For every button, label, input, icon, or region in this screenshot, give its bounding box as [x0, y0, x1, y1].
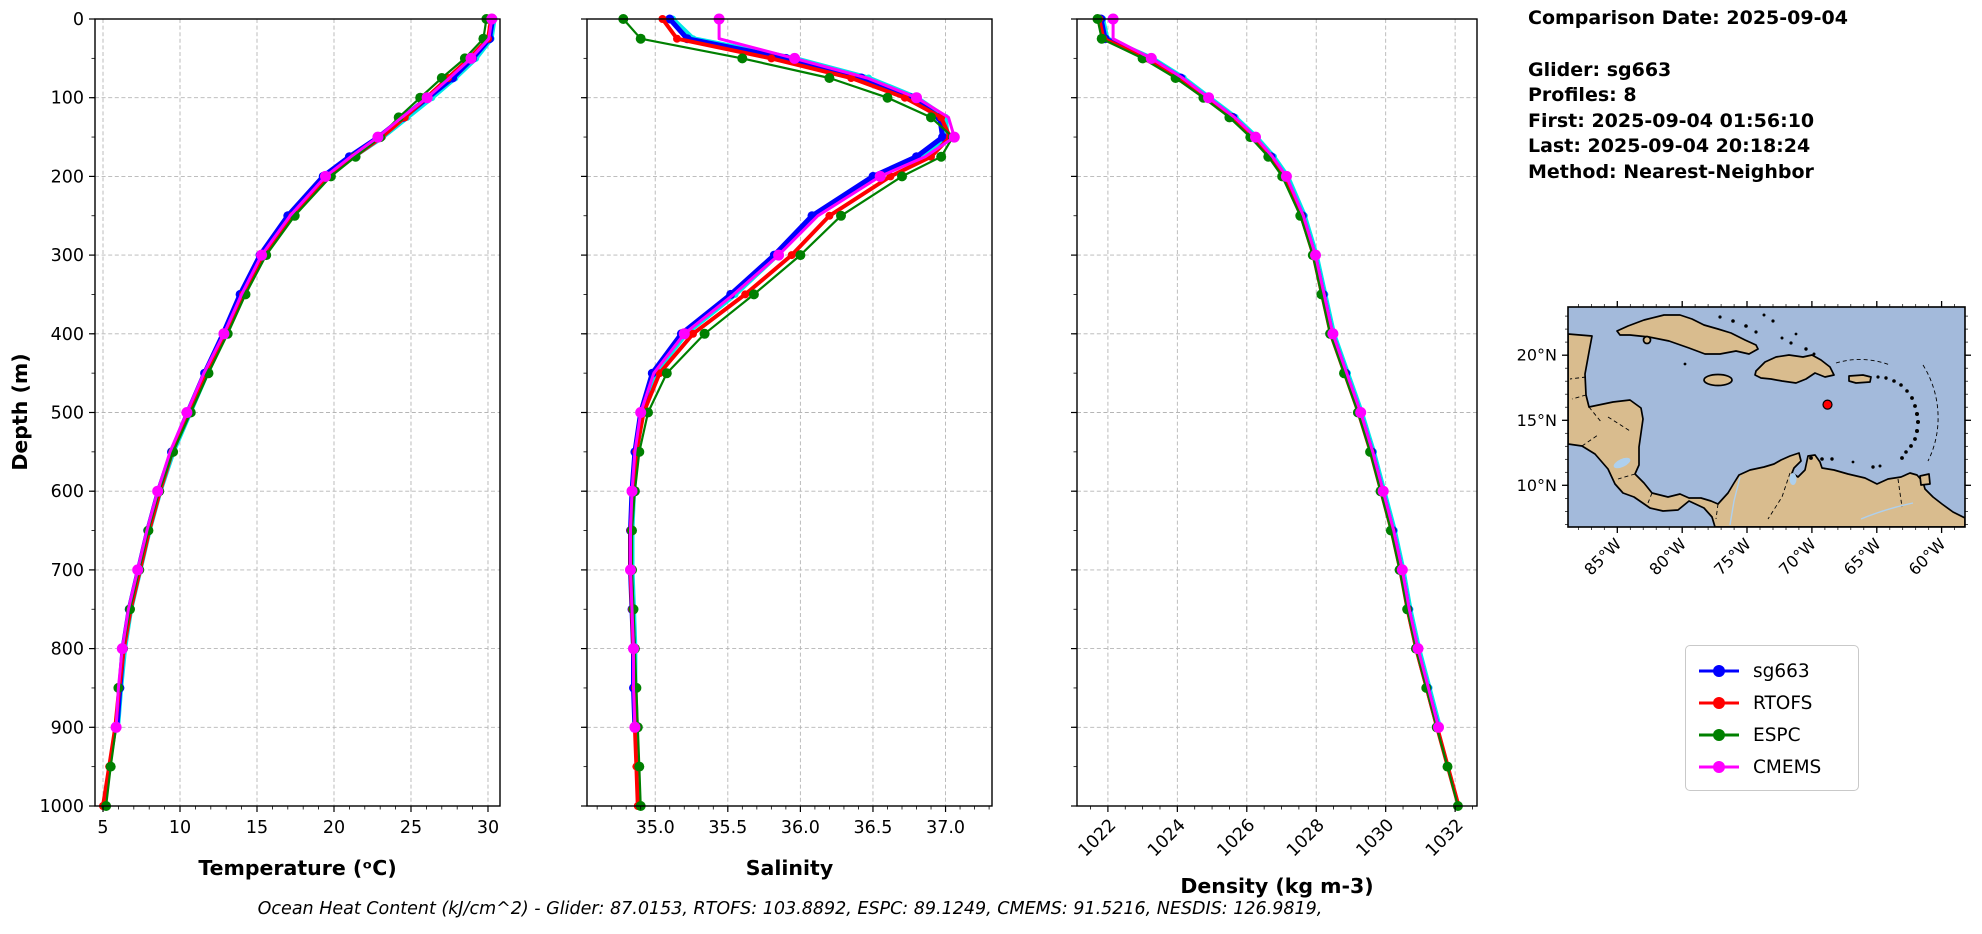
lon-tick-labels: 85°W 80°W 75°W 70°W 65°W 60°W	[1580, 534, 1949, 579]
comparison-date-text: Comparison Date: 2025-09-04	[1528, 7, 1848, 29]
density-axis-label: Density (kg m-3)	[1180, 874, 1373, 898]
CMEMS-density-line	[1111, 17, 1440, 729]
landmass-pr	[1848, 374, 1872, 384]
ohc-footnote: Ocean Heat Content (kJ/cm^2) - Glider: 8…	[257, 899, 1323, 919]
rivers	[1729, 476, 1914, 526]
CMEMS-salinity-markers	[625, 13, 960, 733]
info-panel: Comparison Date: 2025-09-04 Glider: sg66…	[1528, 6, 1848, 185]
landmass-cuba	[1616, 314, 1759, 355]
legend-item-ESPC: ESPC	[1696, 719, 1850, 751]
svg-text:25: 25	[400, 818, 422, 838]
legend: sg663 RTOFS ESPC CMEMS	[1685, 645, 1859, 791]
CMEMS-density-markers	[1107, 13, 1444, 733]
svg-text:20: 20	[323, 818, 345, 838]
legend-item-RTOFS: RTOFS	[1696, 687, 1850, 719]
x-tick-labels: 35.0 35.5 36.0 36.5 37.0	[636, 818, 965, 838]
svg-text:600: 600	[51, 482, 84, 502]
svg-text:75°W: 75°W	[1710, 534, 1755, 579]
svg-text:36.0: 36.0	[781, 818, 820, 838]
svg-text:500: 500	[51, 404, 84, 424]
profiles-count-text: Profiles: 8	[1528, 84, 1637, 106]
landmass-hisp	[1754, 354, 1835, 384]
svg-text:10: 10	[169, 818, 191, 838]
svg-text:1028: 1028	[1283, 815, 1329, 861]
svg-text:700: 700	[51, 561, 84, 581]
svg-text:35.0: 35.0	[636, 818, 675, 838]
info-spacer	[1528, 32, 1848, 58]
svg-text:36.5: 36.5	[853, 818, 892, 838]
x-tick-labels: 1022 1024 1026 1028 1030 1032	[1075, 815, 1468, 861]
svg-text:0: 0	[73, 10, 84, 30]
legend-label: ESPC	[1753, 724, 1801, 746]
svg-text:1022: 1022	[1075, 815, 1121, 861]
CMEMS-salinity-line	[629, 17, 956, 729]
legend-line-sample	[1699, 761, 1739, 773]
density-chart: 1022 1024 1026 1028 1030 1032 Density (kg m-3)	[1071, 13, 1478, 898]
last-profile-text: Last: 2025-09-04 20:18:24	[1528, 135, 1811, 157]
lat-tick-labels: 20°N 15°N 10°N	[1517, 346, 1557, 495]
CMEMS-temperature-markers	[110, 13, 498, 733]
svg-text:400: 400	[51, 325, 84, 345]
svg-text:1024: 1024	[1144, 815, 1190, 861]
CMEMS-temperature-line	[114, 17, 494, 729]
landmass-jamaica	[1703, 373, 1733, 387]
svg-text:30: 30	[477, 818, 499, 838]
x-tick-labels: 5 10 15 20 25 30	[97, 818, 499, 838]
svg-text:15°N: 15°N	[1517, 411, 1557, 430]
svg-text:20°N: 20°N	[1517, 346, 1557, 365]
svg-text:5: 5	[97, 818, 108, 838]
landmass-mainland	[1568, 333, 1965, 527]
svg-text:65°W: 65°W	[1840, 534, 1885, 579]
svg-text:1032: 1032	[1422, 815, 1468, 861]
small-islands	[1683, 313, 1920, 469]
svg-text:60°W: 60°W	[1905, 534, 1950, 579]
svg-text:37.0: 37.0	[926, 818, 965, 838]
first-profile-text: First: 2025-09-04 01:56:10	[1528, 109, 1815, 132]
legend-line-sample	[1699, 665, 1739, 677]
svg-text:10°N: 10°N	[1517, 476, 1557, 495]
svg-text:1026: 1026	[1214, 815, 1260, 861]
salinity-chart: 35.0 35.5 36.0 36.5 37.0 Salinity	[581, 13, 993, 880]
depth-tick-labels: 0 100 200 300 400 500 600 700 800 900 1000	[39, 10, 84, 817]
svg-text:100: 100	[51, 89, 84, 109]
temperature-axis-label: Temperature (ᵒC)	[198, 856, 396, 880]
dashed-boundaries	[1569, 359, 1939, 520]
legend-label: sg663	[1753, 660, 1810, 682]
svg-text:1030: 1030	[1353, 815, 1399, 861]
svg-text:800: 800	[51, 640, 84, 660]
map-inset: 85°W 80°W 75°W 70°W 65°W 60°W 20°N 15°N 10°N	[1517, 301, 1971, 579]
land-masses	[1568, 314, 1965, 527]
lake-nicaragua	[1613, 457, 1631, 469]
svg-text:70°W: 70°W	[1775, 534, 1820, 579]
svg-text:300: 300	[51, 246, 84, 266]
salinity-axis-label: Salinity	[746, 856, 833, 880]
landmass-isle-of-youth	[1642, 335, 1652, 345]
svg-text:85°W: 85°W	[1580, 534, 1625, 579]
depth-axis-label: Depth (m)	[8, 353, 32, 470]
lake-maracaibo	[1789, 473, 1797, 485]
temperature-chart: 5 10 15 20 25 3001002003004005006007008009001…	[8, 10, 501, 880]
legend-line-sample	[1699, 697, 1739, 709]
glider-location-marker	[1822, 399, 1833, 410]
svg-text:15: 15	[246, 818, 268, 838]
landmass-trin	[1919, 473, 1931, 486]
legend-label: CMEMS	[1753, 756, 1822, 778]
glider-name-text: Glider: sg663	[1528, 58, 1672, 81]
svg-text:900: 900	[51, 718, 84, 738]
svg-text:80°W: 80°W	[1645, 534, 1690, 579]
svg-text:200: 200	[51, 167, 84, 187]
svg-text:1000: 1000	[39, 797, 84, 817]
caribbean-map	[1562, 301, 1971, 533]
legend-line-sample	[1699, 729, 1739, 741]
legend-item-CMEMS: CMEMS	[1696, 751, 1850, 783]
svg-text:35.5: 35.5	[708, 818, 747, 838]
legend-label: RTOFS	[1753, 692, 1813, 714]
method-text: Method: Nearest-Neighbor	[1528, 160, 1814, 183]
legend-item-sg663: sg663	[1696, 655, 1850, 687]
gridlines	[587, 19, 992, 806]
gridlines	[1077, 19, 1477, 806]
